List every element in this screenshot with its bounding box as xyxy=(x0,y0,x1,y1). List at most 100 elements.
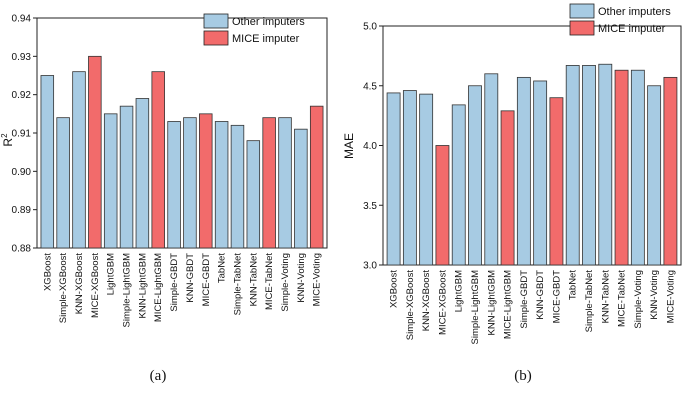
legend-b: Other imputers MICE imputer xyxy=(569,3,671,36)
x-tick-label-a-14: MICE-TabNet xyxy=(264,253,275,310)
x-tick-label-b-11: TabNet xyxy=(568,270,579,300)
bar-b-13 xyxy=(598,63,613,266)
x-tick-label-a-13: KNN-TabNet xyxy=(248,253,259,307)
chart-panel-a: 0.88 0.89 0.90 0.91 0.92 0.93 0.94 XGBoost Simp… xyxy=(0,13,328,384)
x-tick-label-a-3: MICE-XGBoost xyxy=(90,253,101,318)
bar-b-6 xyxy=(484,73,499,266)
bar-a-9 xyxy=(183,117,197,249)
y-tick-label-a: 0.92 xyxy=(12,90,32,101)
x-tick-label-b-1: Simple-XGBoost xyxy=(405,270,416,341)
bar-a-2 xyxy=(72,71,86,249)
legend-swatch-mice-b xyxy=(569,20,595,36)
x-tick-label-a-2: KNN-XGBoost xyxy=(74,253,85,315)
x-tick-labels-b: XGBoost Simple-XGBoost KNN-XGBoost MICE-XGB… xyxy=(389,270,677,345)
x-tick-label-b-13: KNN-TabNet xyxy=(600,270,611,324)
x-tick-label-b-2: KNN-XGBoost xyxy=(421,270,432,332)
legend-label-other-b: Other imputers xyxy=(598,6,671,18)
x-tick-label-a-1: Simple-XGBoost xyxy=(58,253,69,324)
y-ticks-a: 0.88 0.89 0.90 0.91 0.92 0.93 0.94 xyxy=(12,14,37,255)
y-tick-label-b: 5.0 xyxy=(363,22,377,33)
bar-a-4 xyxy=(103,113,118,249)
chart-panel-b: 3.0 3.5 4.0 4.5 5.0 XGBoost Simple-XGBoost KNN… xyxy=(342,3,682,384)
legend-swatch-mice-a xyxy=(203,30,229,46)
x-tick-label-a-16: KNN-Voting xyxy=(296,253,307,303)
x-tick-label-b-0: XGBoost xyxy=(389,270,400,308)
x-tick-label-a-7: MICE-LightGBM xyxy=(153,253,164,322)
x-tick-label-b-14: MICE-TabNet xyxy=(617,270,628,327)
panel-caption-b: (b) xyxy=(514,368,532,384)
x-tick-label-a-4: LightGBM xyxy=(106,253,117,295)
x-tick-label-b-8: Simple-GBDT xyxy=(519,270,530,329)
bar-a-8 xyxy=(167,121,181,249)
y-axis-label-a: R2 xyxy=(0,133,15,147)
panel-caption-a: (a) xyxy=(150,368,167,384)
bar-a-7 xyxy=(151,71,165,249)
x-tick-label-a-6: KNN-LightGBM xyxy=(137,253,148,319)
y-tick-label-b: 3.0 xyxy=(363,261,377,272)
bar-b-4 xyxy=(451,104,466,266)
bar-a-5 xyxy=(119,105,134,249)
legend-label-mice-a: MICE imputer xyxy=(232,33,300,45)
legend-label-other-a: Other imputers xyxy=(232,16,305,28)
y-tick-label-a: 0.88 xyxy=(12,244,32,255)
x-tick-label-a-0: XGBoost xyxy=(42,253,53,291)
y-tick-label-a: 0.93 xyxy=(12,52,32,63)
x-tick-label-a-12: Simple-TabNet xyxy=(232,253,243,316)
bars-b xyxy=(386,63,678,266)
bar-a-15 xyxy=(278,117,292,249)
x-tick-label-b-3: MICE-XGBoost xyxy=(437,270,448,335)
bar-b-12 xyxy=(582,65,596,266)
bar-b-9 xyxy=(533,80,548,266)
bar-a-16 xyxy=(294,128,308,249)
y-tick-label-b: 4.0 xyxy=(363,141,377,152)
y-tick-label-a: 0.90 xyxy=(12,167,32,178)
x-tick-label-a-9: KNN-GBDT xyxy=(185,253,196,303)
bar-b-1 xyxy=(402,90,417,266)
x-tick-label-a-10: MICE-GBDT xyxy=(201,253,212,306)
bar-b-14 xyxy=(614,69,629,266)
x-tick-label-b-12: Simple-TabNet xyxy=(584,270,595,333)
x-tick-label-a-11: TabNet xyxy=(217,253,228,283)
x-tick-label-b-15: Simple-Voting xyxy=(633,270,644,329)
bar-b-5 xyxy=(468,85,482,266)
legend-swatch-other-a xyxy=(203,13,229,29)
y-axis-label-a-base: R xyxy=(1,138,15,147)
y-ticks-b: 3.0 3.5 4.0 4.5 5.0 xyxy=(363,22,383,272)
bar-b-11 xyxy=(565,65,580,266)
y-tick-label-a: 0.94 xyxy=(12,14,32,25)
bar-a-12 xyxy=(230,124,245,249)
bar-a-10 xyxy=(199,113,213,249)
legend-a: Other imputers MICE imputer xyxy=(203,13,305,46)
x-tick-labels-a: XGBoost Simple-XGBoost KNN-XGBoost MICE-XGB… xyxy=(42,253,322,328)
x-tick-label-a-15: Simple-Voting xyxy=(280,253,291,312)
y-axis-label-b: MAE xyxy=(342,133,356,159)
bar-a-11 xyxy=(214,121,229,249)
bar-b-16 xyxy=(647,85,662,266)
y-tick-label-b: 3.5 xyxy=(363,201,377,212)
x-tick-label-a-17: MICE-Voting xyxy=(312,253,323,306)
legend-swatch-other-b xyxy=(569,3,595,19)
x-tick-label-b-10: MICE-GBDT xyxy=(551,270,562,324)
bar-b-0 xyxy=(386,92,401,266)
bar-b-7 xyxy=(500,110,515,266)
bar-b-2 xyxy=(419,93,434,266)
x-tick-label-b-17: MICE-Voting xyxy=(665,270,676,323)
x-tick-label-b-5: Simple-LightGBM xyxy=(470,270,481,345)
x-tick-label-b-7: MICE-LightGBM xyxy=(503,270,514,339)
x-tick-label-b-16: KNN-Voting xyxy=(649,270,660,320)
y-tick-label-b: 4.5 xyxy=(363,81,377,92)
bar-b-8 xyxy=(516,76,531,266)
y-tick-label-a: 0.91 xyxy=(12,129,32,140)
bar-a-13 xyxy=(246,140,261,249)
bar-b-10 xyxy=(549,97,564,266)
bar-a-14 xyxy=(262,117,276,249)
bar-a-6 xyxy=(135,98,150,249)
bar-a-3 xyxy=(88,55,102,249)
x-tick-label-a-8: Simple-GBDT xyxy=(169,253,180,312)
x-tick-label-a-5: Simple-LightGBM xyxy=(122,253,133,328)
x-tick-label-b-6: KNN-LightGBM xyxy=(486,270,497,336)
bar-b-3 xyxy=(435,145,450,266)
y-tick-label-a: 0.89 xyxy=(12,205,32,216)
x-tick-label-b-9: KNN-GBDT xyxy=(535,270,546,320)
